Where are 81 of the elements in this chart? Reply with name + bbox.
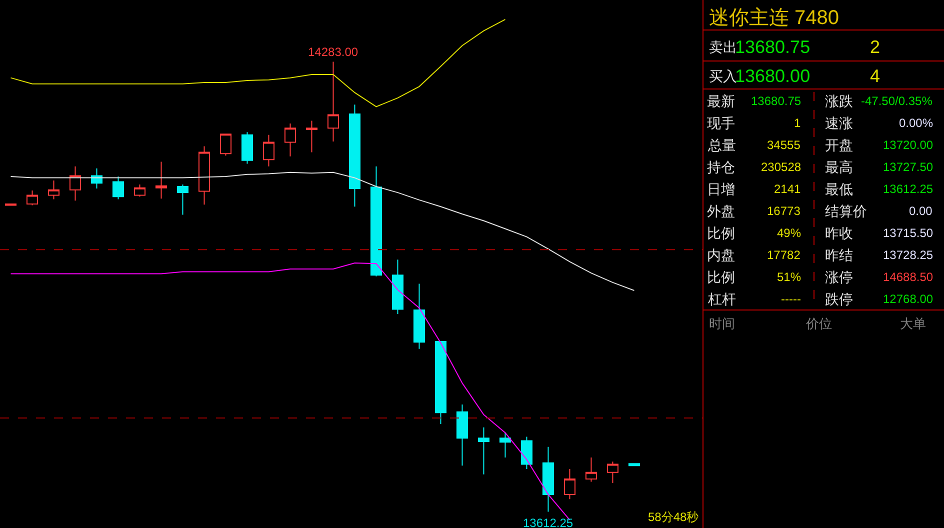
text: 4 (870, 66, 880, 86)
text: 2 (870, 37, 880, 57)
candlestick (241, 132, 253, 164)
candlestick (306, 120, 318, 153)
candlestick (48, 180, 60, 200)
candlestick (413, 283, 425, 350)
annotation: 13612.25 (523, 516, 574, 528)
candlestick (134, 184, 146, 198)
text: 现手 (707, 115, 735, 131)
text: 涨跌 (825, 93, 853, 109)
text: 内盘 (707, 247, 735, 263)
text: 迷你主连 7480 (709, 6, 840, 29)
text: 2141 (774, 182, 802, 196)
candlestick (478, 426, 490, 475)
text: 230528 (761, 160, 802, 174)
text: 日增 (707, 181, 735, 197)
text: 开盘 (825, 137, 853, 153)
text: ----- (781, 292, 801, 306)
text: 58分48秒 (648, 510, 699, 524)
text: 昨收 (825, 225, 853, 241)
text: 价位 (805, 316, 832, 331)
text: 13680.75 (751, 94, 802, 108)
text: 卖出 (709, 39, 737, 55)
text: 16773 (767, 204, 801, 218)
text: 昨结 (825, 247, 853, 263)
text: 13612.25 (883, 182, 934, 196)
candlestick (198, 146, 210, 206)
text: 最高 (825, 159, 853, 175)
candlestick (456, 404, 468, 466)
text: 时间 (709, 316, 735, 331)
text: 比例 (707, 225, 735, 241)
candlestick (112, 176, 124, 200)
text: 速涨 (825, 115, 853, 131)
candlestick (499, 432, 511, 458)
text: 杠杆 (707, 291, 736, 307)
text: 外盘 (707, 203, 735, 219)
candlestick (370, 166, 382, 277)
candlestick (542, 446, 554, 512)
text: 1 (794, 116, 801, 130)
candlestick (26, 190, 38, 206)
candlestick (564, 468, 576, 500)
text: 13680.00 (735, 66, 810, 86)
text: 0.00 (909, 204, 933, 218)
candlestick (392, 259, 404, 314)
text: 13727.50 (883, 160, 934, 174)
candlestick (585, 457, 597, 482)
text: 13728.25 (883, 248, 934, 262)
text: 持仓 (707, 159, 735, 175)
text: 13720.00 (883, 138, 934, 152)
candlestick (262, 134, 274, 167)
text: 13680.75 (735, 37, 810, 57)
text: 17782 (767, 248, 801, 262)
candlestick (348, 104, 360, 208)
candlestick (327, 61, 339, 142)
text: 买入 (709, 68, 737, 84)
annotation: 14283.00 (308, 45, 358, 59)
candlestick (176, 184, 188, 216)
text: 跌停 (825, 291, 853, 307)
text: 14688.50 (883, 270, 934, 284)
candlestick (434, 340, 446, 425)
candlestick (220, 134, 232, 156)
candlestick (155, 161, 168, 200)
text: 总量 (707, 137, 736, 153)
text: -47.50/0.35% (861, 94, 933, 108)
text: 涨停 (825, 269, 853, 285)
text: 49% (777, 226, 802, 240)
text: 0.00% (899, 116, 934, 130)
candlestick (284, 122, 296, 157)
text: 51% (777, 270, 802, 284)
text: 最低 (825, 181, 853, 197)
text: 34555 (767, 138, 801, 152)
text: 12768.00 (883, 292, 934, 306)
text: 比例 (707, 269, 735, 285)
text: 最新 (707, 93, 735, 109)
text: 大单 (900, 316, 926, 331)
candlestick (520, 436, 532, 470)
candlestick (4, 203, 17, 206)
text: 13715.50 (883, 226, 934, 240)
candlestick (69, 166, 82, 202)
text: 结算价 (825, 203, 867, 219)
candlestick (606, 461, 618, 484)
